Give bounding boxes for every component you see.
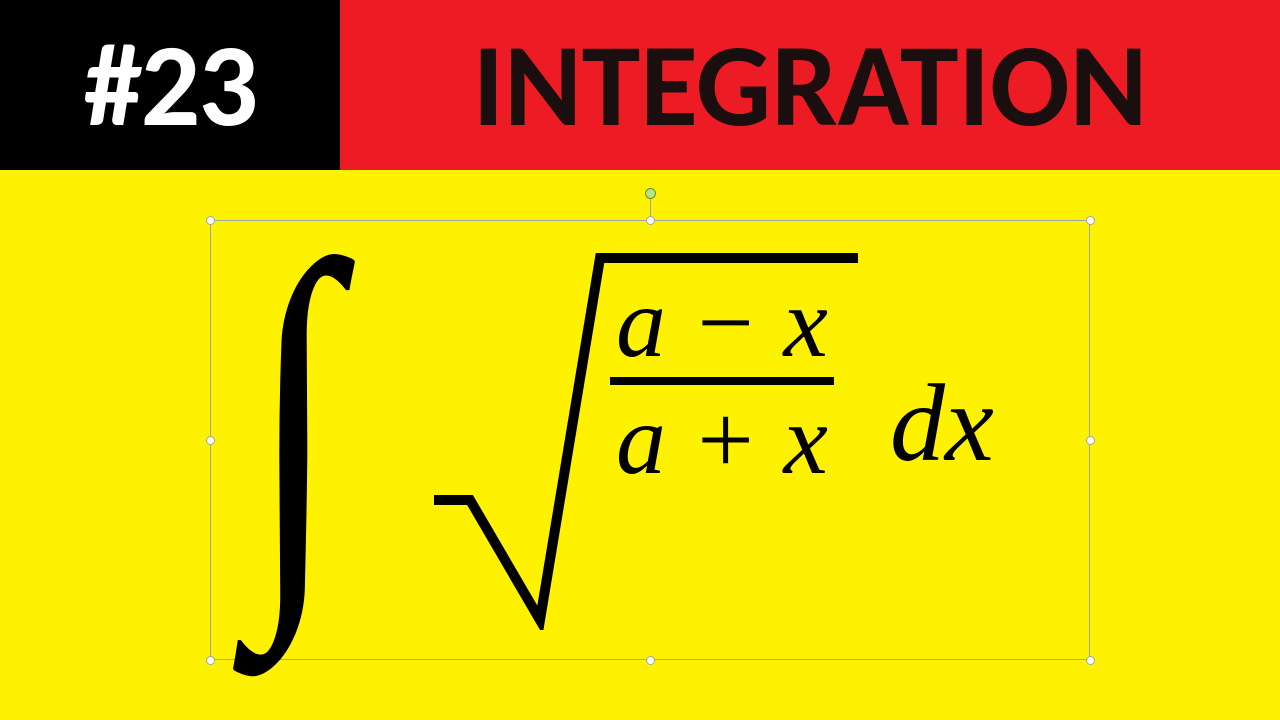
- resize-handle-sw[interactable]: [206, 656, 215, 665]
- fraction-numerator: a − x: [610, 270, 834, 375]
- episode-number: #23: [84, 13, 256, 157]
- resize-handle-w[interactable]: [206, 436, 215, 445]
- resize-handle-s[interactable]: [646, 656, 655, 665]
- resize-handle-e[interactable]: [1086, 436, 1095, 445]
- equation[interactable]: ∫ a − x a + x dx: [250, 230, 1050, 650]
- resize-handle-nw[interactable]: [206, 216, 215, 225]
- title-text: INTEGRATION: [473, 13, 1148, 157]
- rotation-handle[interactable]: [645, 188, 656, 199]
- resize-handle-n[interactable]: [646, 216, 655, 225]
- differential: dx: [890, 360, 994, 487]
- title-box: INTEGRATION: [340, 0, 1280, 170]
- episode-number-box: #23: [0, 0, 340, 170]
- resize-handle-se[interactable]: [1086, 656, 1095, 665]
- fraction: a − x a + x: [610, 270, 834, 492]
- fraction-denominator: a + x: [610, 387, 834, 492]
- header: #23 INTEGRATION: [0, 0, 1280, 170]
- slide: #23 INTEGRATION ∫ a − x a + x dx: [0, 0, 1280, 720]
- resize-handle-ne[interactable]: [1086, 216, 1095, 225]
- integral-sign: ∫: [250, 170, 338, 664]
